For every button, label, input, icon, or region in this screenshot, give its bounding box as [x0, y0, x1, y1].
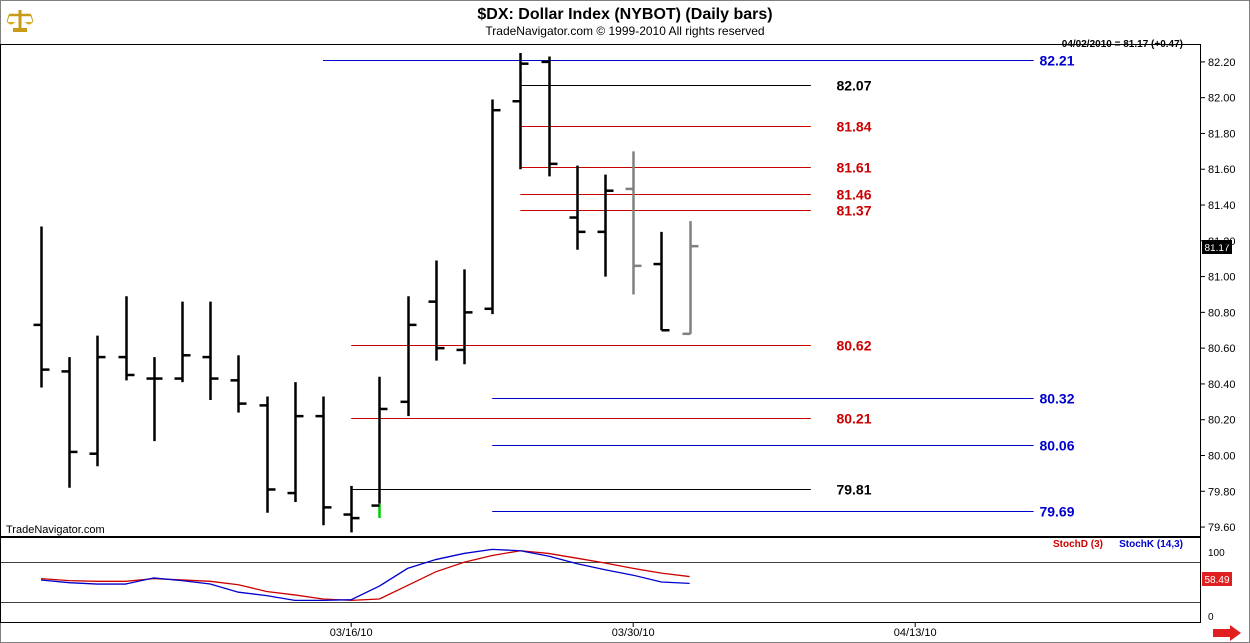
y-tick-label: 80.20: [1208, 415, 1236, 427]
last-price-label: 81.17: [1204, 243, 1229, 254]
level-label: 81.84: [836, 119, 871, 135]
y-tick-label: 79.60: [1208, 522, 1236, 534]
level-label: 79.81: [836, 482, 871, 498]
y-tick-label: 81.80: [1208, 128, 1236, 140]
y-tick-label: 81.00: [1208, 272, 1236, 284]
y-tick-label: 80.80: [1208, 307, 1236, 319]
x-tick-label: 03/16/10: [330, 627, 373, 639]
chart-subtitle: TradeNavigator.com © 1999-2010 All right…: [485, 24, 764, 38]
chart-title: $DX: Dollar Index (NYBOT) (Daily bars): [477, 6, 772, 23]
stoch-series-line: [40, 548, 690, 602]
level-label: 80.21: [836, 411, 871, 427]
x-tick-label: 03/30/10: [612, 627, 655, 639]
x-tick-label: 04/13/10: [894, 627, 937, 639]
quote-readout: 04/02/2010 = 81.17 (+0.47): [1062, 39, 1183, 50]
y-tick-label: 82.00: [1208, 93, 1236, 105]
legend-stoch-k: StochK (14,3): [1119, 539, 1183, 550]
stoch-tick-0: 0: [1208, 612, 1214, 623]
level-label: 81.37: [836, 203, 871, 219]
y-tick-label: 81.40: [1208, 200, 1236, 212]
watermark: TradeNavigator.com: [6, 524, 105, 536]
level-label: 80.62: [836, 338, 871, 354]
legend-stoch-d: StochD (3): [1053, 539, 1103, 550]
axis-layer: 82.20 82.00 81.80 81.60 81.40 81.20 81.00 80.80…: [330, 57, 1236, 639]
y-tick-label: 80.40: [1208, 379, 1236, 391]
y-tick-label: 80.60: [1208, 343, 1236, 355]
level-label: 82.07: [836, 78, 871, 94]
stoch-last-label: 58.49: [1204, 575, 1229, 586]
bars-layer: [33, 52, 699, 533]
level-label: 80.32: [1039, 391, 1074, 407]
y-tick-label: 80.00: [1208, 450, 1236, 462]
stoch-tick-100: 100: [1208, 548, 1225, 559]
scales-logo-icon: [6, 7, 34, 33]
y-tick-label: 79.80: [1208, 486, 1236, 498]
scroll-right-arrow-icon[interactable]: [1213, 625, 1241, 641]
y-tick-label: 81.20: [1208, 236, 1236, 248]
y-tick-label: 81.60: [1208, 164, 1236, 176]
level-label: 81.46: [836, 187, 871, 203]
stoch-last-badge: 58.49: [1202, 572, 1232, 586]
stoch-layer: [0, 548, 1200, 603]
last-price-badge: 81.17: [1202, 240, 1232, 254]
level-label: 80.06: [1039, 438, 1074, 454]
level-label: 81.61: [836, 160, 871, 176]
level-label: 79.69: [1039, 504, 1074, 520]
y-tick-label: 82.20: [1208, 57, 1236, 69]
level-label: 82.21: [1039, 53, 1074, 69]
